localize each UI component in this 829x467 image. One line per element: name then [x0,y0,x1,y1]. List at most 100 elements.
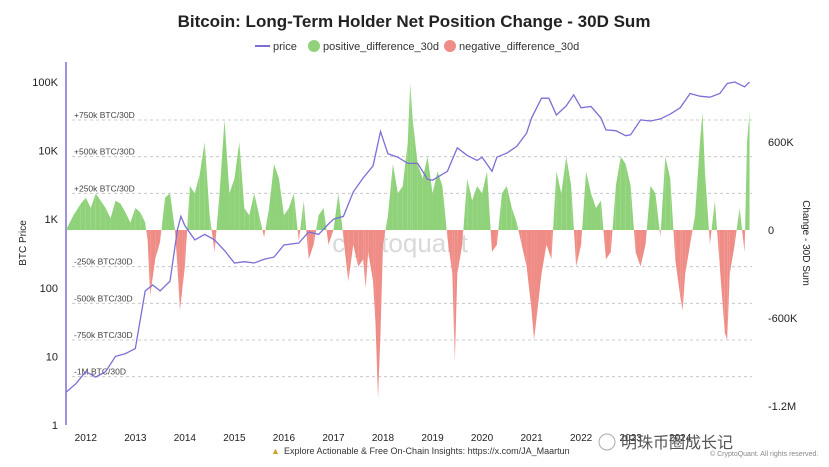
negative-area [491,230,497,252]
negative-area [659,230,661,238]
negative-area [541,230,547,274]
positive-area [467,178,473,230]
negative-area [536,230,542,318]
negative-area [719,230,725,333]
footer-bell-icon: ▲ [271,446,280,456]
positive-area [194,174,200,230]
positive-area [316,215,319,230]
negative-area [603,230,606,260]
negative-area [531,230,535,340]
positive-area [665,156,671,230]
x-tick-label-0: 2012 [75,433,98,444]
negative-area [633,230,636,252]
positive-area [397,186,403,230]
positive-area [463,178,468,230]
positive-area [115,200,121,230]
negative-area [179,230,183,311]
y-tick-label-5: 1 [52,420,58,432]
positive-area [417,164,423,230]
x-tick-label-3: 2015 [223,433,246,444]
positive-area [595,200,601,230]
negative-area [518,230,522,245]
positive-area [293,193,298,230]
positive-area [591,193,596,230]
y2-axis-label: Change - 30D Sum [800,200,811,286]
reference-label-1: +500k BTC/30D [74,147,135,157]
negative-area [546,230,552,260]
positive-area [283,208,289,230]
legend: price positive_difference_30d negative_d… [255,40,579,53]
positive-area [135,208,141,230]
negative-area [685,230,691,274]
positive-area [695,142,700,230]
negative-area [717,230,720,267]
positive-area [288,193,294,230]
negative-area [496,230,499,245]
negative-area [551,230,554,260]
negative-area [452,230,455,362]
positive-area [269,164,275,230]
positive-area [402,142,408,230]
positive-area [323,208,327,230]
positive-area [511,208,517,230]
positive-area [407,83,411,230]
negative-area [605,230,611,260]
positive-area [582,171,587,230]
positive-area [254,193,260,230]
x-tick-label-5: 2017 [322,433,345,444]
negative-area [734,230,737,245]
negative-area [709,230,712,245]
copyright-text: © CryptoQuant. All rights reserved. [710,450,818,458]
legend-negative-label: negative_difference_30d [459,41,579,53]
negative-area [174,230,178,267]
negative-area [342,230,344,238]
cn-watermark: 明珠币圈成长记 © CryptoQuant. All rights reserv… [598,433,818,458]
x-tick-label-2: 2014 [174,433,197,444]
positive-area [472,186,478,230]
positive-area [660,156,666,230]
positive-area [100,200,106,230]
positive-area [170,193,175,230]
positive-area [303,200,307,230]
positive-area [73,203,81,230]
negative-area [640,230,646,267]
reference-label-4: -500k BTC/30D [74,293,133,303]
positive-area [561,156,567,230]
positive-area [140,212,146,230]
positive-area [219,120,225,230]
negative-area [675,230,681,296]
positive-area [274,164,279,230]
positive-area [145,222,147,230]
negative-area [490,230,492,252]
wm-logo-icon [598,433,616,451]
positive-area [736,208,740,230]
negative-area [521,230,527,267]
price-line [65,81,750,393]
positive-area [249,193,255,230]
positive-area [498,193,502,230]
negative-area [573,230,577,267]
positive-area [422,156,428,230]
negative-area [373,230,376,326]
positive-area [338,193,343,230]
positive-area [66,215,74,230]
negative-area [526,230,532,311]
negative-area [297,230,299,242]
positive-area [432,171,438,230]
positive-area [487,171,491,230]
legend-positive-swatch [308,40,320,52]
negative-area [363,230,366,289]
negative-area [610,230,613,252]
positive-area [571,186,574,230]
positive-area [437,171,443,230]
negative-area [447,230,453,274]
positive-area [630,186,634,230]
positive-area [501,186,507,230]
positive-area [739,208,743,230]
negative-area [262,230,265,238]
positive-area [224,120,230,230]
y-tick-label-1: 10K [38,146,58,158]
positive-area [516,222,519,230]
positive-area [714,200,718,230]
negative-area [680,230,683,311]
